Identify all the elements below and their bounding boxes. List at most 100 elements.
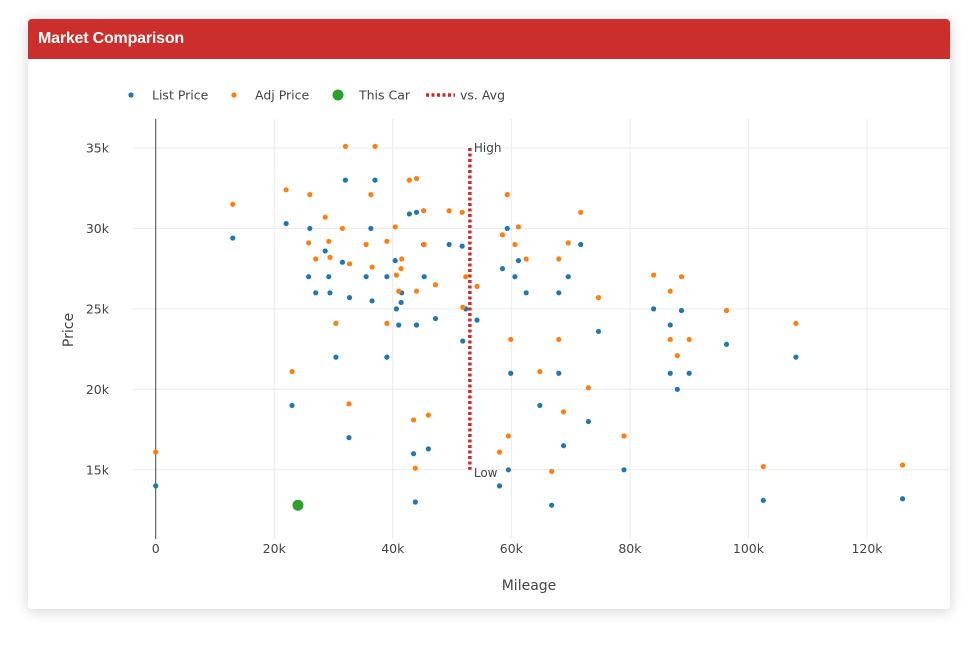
chart-legend[interactable]: List Price Adj Price This Car vs. Avg (128, 88, 505, 103)
average-high-label: High (474, 141, 502, 155)
x-axis-label: Mileage (502, 578, 557, 594)
legend-this-car-label: This Car (358, 88, 411, 103)
list-price-point (446, 241, 452, 248)
legend-list-price-marker (128, 92, 134, 98)
legend-vs-avg-label: vs. Avg (460, 88, 505, 103)
list-price-point (307, 225, 313, 232)
list-price-point (372, 177, 378, 183)
y-axis-label: Price (61, 313, 77, 347)
list-price-point (398, 299, 404, 306)
list-price-point (333, 354, 339, 360)
list-price-point (421, 274, 427, 280)
adj-price-point (595, 295, 602, 301)
adj-price-point (326, 238, 332, 244)
adj-price-point (651, 272, 657, 278)
list-price-point (392, 258, 398, 264)
list-price-point (425, 446, 431, 452)
average-low-label: Low (474, 466, 498, 480)
x-tick-label: 20k (263, 541, 287, 556)
x-tick-label: 120k (851, 541, 883, 556)
chart-points (153, 143, 906, 511)
adj-price-point (549, 468, 555, 475)
adj-price-point (459, 209, 465, 215)
adj-price-point (425, 412, 431, 418)
adj-price-point (153, 449, 159, 455)
legend-list-price-label: List Price (152, 88, 209, 103)
adj-price-point (686, 336, 692, 343)
list-price-series (153, 177, 906, 508)
this-car-point (292, 499, 304, 511)
x-tick-label: 60k (500, 541, 524, 556)
adj-price-point (368, 192, 374, 198)
legend-vs-avg[interactable]: vs. Avg (426, 88, 505, 103)
adj-price-point (496, 449, 503, 455)
list-price-point (505, 467, 511, 473)
market-comparison-card: Market Comparison 0 20k 40k 60k 80k 100k 120k 1… (28, 19, 950, 609)
list-price-point (585, 418, 592, 425)
adj-price-point (333, 320, 339, 326)
adj-price-point (585, 385, 592, 391)
adj-price-point (505, 433, 511, 439)
list-price-point (283, 220, 289, 227)
list-price-point (342, 177, 348, 183)
list-price-point (459, 243, 465, 249)
x-tick-label: 40k (381, 541, 405, 556)
list-price-point (899, 496, 906, 502)
list-price-point (306, 274, 312, 280)
list-price-point (523, 290, 529, 296)
adj-price-point (460, 304, 466, 310)
adj-price-point (306, 240, 312, 246)
list-price-point (621, 467, 627, 473)
list-price-point (723, 341, 730, 347)
adj-price-point (760, 463, 766, 470)
list-price-point (313, 290, 319, 296)
adj-price-point (446, 208, 452, 214)
adj-price-point (346, 401, 352, 407)
adj-price-point (793, 320, 799, 326)
adj-price-series (153, 143, 906, 475)
list-price-point (339, 259, 346, 265)
list-price-point (504, 225, 510, 232)
adj-price-point (313, 256, 319, 262)
market-comparison-chart[interactable]: 0 20k 40k 60k 80k 100k 120k 15k 20k 25k 30k 35k Hig… (28, 19, 950, 609)
adj-price-point (307, 192, 313, 198)
list-price-point (460, 338, 466, 344)
legend-adj-price[interactable]: Adj Price (231, 88, 310, 103)
adj-price-point (474, 283, 480, 289)
legend-this-car-marker (332, 89, 344, 101)
list-price-point (289, 402, 295, 409)
list-price-point (363, 274, 369, 280)
adj-price-point (556, 336, 562, 343)
x-tick-label: 80k (618, 541, 642, 556)
adj-price-point (384, 320, 390, 326)
x-tick-label: 0 (152, 541, 160, 556)
adj-price-point (392, 224, 398, 230)
adj-price-point (667, 336, 673, 343)
legend-list-price[interactable]: List Price (128, 88, 209, 103)
list-price-point (674, 386, 680, 392)
adj-price-point (578, 209, 584, 215)
list-price-point (496, 483, 503, 489)
adj-price-point (412, 465, 418, 471)
list-price-point (651, 306, 657, 312)
list-price-point (565, 274, 571, 280)
legend-this-car[interactable]: This Car (332, 88, 411, 103)
list-price-point (410, 451, 417, 457)
chart-axes: 0 20k 40k 60k 80k 100k 120k 15k 20k 25k 30k 35k (86, 119, 883, 556)
list-price-point (515, 258, 522, 264)
adj-price-point (674, 352, 680, 359)
list-price-point (549, 502, 555, 508)
adj-price-point (289, 369, 295, 375)
adj-price-point (327, 254, 333, 260)
list-price-point (384, 354, 390, 360)
list-price-point (384, 274, 390, 280)
list-price-point (368, 225, 374, 232)
adj-price-point (565, 240, 571, 246)
adj-price-point (399, 256, 405, 262)
y-tick-label: 25k (86, 301, 110, 316)
adj-price-point (363, 241, 369, 248)
adj-price-point (499, 232, 506, 238)
y-tick-label: 30k (86, 221, 110, 236)
list-price-point (667, 370, 673, 376)
adj-price-point (421, 241, 427, 248)
